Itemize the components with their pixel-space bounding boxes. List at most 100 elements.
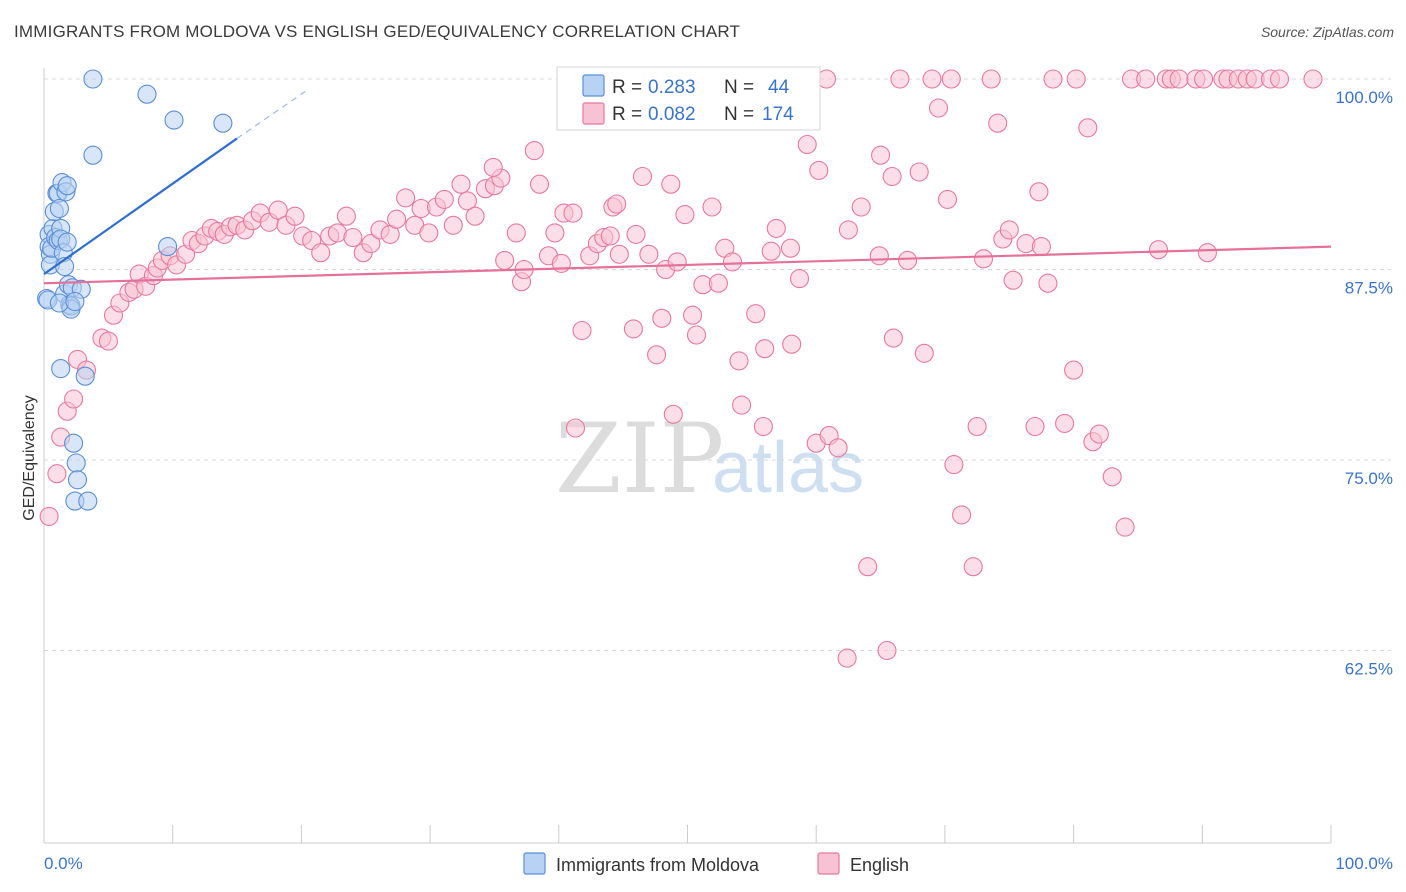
english-point [600, 226, 620, 246]
y-tick-label: 100.0% [1335, 88, 1393, 107]
english-point [883, 328, 903, 348]
moldova-point [65, 291, 85, 312]
legend-r-label-2: R = [612, 104, 642, 125]
english-point [877, 640, 897, 661]
english-point [722, 252, 743, 272]
english-point [1303, 69, 1323, 89]
legend-swatch-english [582, 102, 605, 125]
english-point [1089, 424, 1109, 444]
english-point [683, 305, 703, 325]
english-point [652, 308, 672, 328]
y-tick-labels: 62.5% 75.0% 87.5% 100.0% [1335, 88, 1393, 679]
english-point [928, 98, 949, 118]
source-credit: Source: ZipAtlas.com [1260, 24, 1394, 40]
english-point [761, 241, 781, 261]
english-point [828, 438, 848, 458]
moldova-point [137, 84, 157, 104]
english-point [443, 215, 463, 235]
english-point [311, 243, 331, 263]
english-point [565, 418, 586, 438]
english-point [632, 166, 653, 187]
bottom-legend-swatch-moldova [523, 852, 546, 875]
english-point [457, 191, 477, 211]
moldova-point [64, 433, 84, 453]
english-point [1148, 240, 1169, 260]
english-point [1136, 69, 1156, 89]
moldova-point [51, 359, 71, 379]
gridlines [44, 78, 1391, 651]
english-point [451, 174, 471, 194]
moldova-point [164, 110, 184, 130]
moldova-point [75, 366, 95, 386]
bottom-legend-label-english: English [850, 855, 909, 875]
moldova-point [57, 232, 77, 252]
english-point [1269, 69, 1290, 89]
english-point [909, 162, 929, 182]
english-point [1169, 69, 1189, 89]
english-point [661, 174, 681, 194]
english-point [1025, 416, 1045, 437]
x-tick-labels: 0.0% 100.0% [44, 854, 1393, 873]
stats-legend: R = 0.283 N = 44 R = 0.082 N = 174 [556, 66, 821, 131]
english-point [1197, 243, 1217, 263]
english-point [1003, 270, 1023, 290]
english-point [702, 197, 722, 217]
english-point [572, 320, 592, 341]
english-point [838, 220, 858, 240]
english-point [937, 189, 958, 209]
moldova-point [49, 198, 69, 219]
english-point [639, 244, 659, 264]
english-point [623, 319, 643, 339]
english-point [47, 464, 67, 484]
moldova-point [83, 145, 103, 165]
english-point [647, 345, 667, 365]
english-point [963, 557, 983, 577]
english-point [922, 69, 942, 89]
english-point [1055, 413, 1075, 433]
moldova-point [66, 453, 86, 473]
english-point [981, 69, 1001, 89]
y-tick-label: 62.5% [1345, 660, 1393, 679]
english-point [753, 416, 773, 437]
english-point [336, 206, 356, 226]
english-point [1016, 234, 1036, 254]
english-point [837, 648, 857, 668]
english-point [675, 205, 695, 225]
x-tick-label: 100.0% [1335, 854, 1393, 873]
english-point [732, 395, 752, 415]
english-point [667, 252, 687, 272]
english-point [882, 166, 902, 187]
english-point [361, 234, 381, 254]
english-point [663, 404, 683, 424]
english-point [708, 273, 728, 293]
y-tick-label: 87.5% [1345, 279, 1393, 298]
english-point [506, 223, 526, 243]
english-point [914, 343, 934, 363]
english-point [944, 455, 964, 475]
english-point [851, 197, 871, 217]
english-point [434, 189, 454, 209]
english-point [999, 220, 1019, 240]
y-axis-label: GED/Equivalency [21, 395, 38, 520]
english-point [524, 141, 544, 161]
english-point [871, 145, 891, 165]
english-point [988, 113, 1008, 133]
moldova-trend-extension [236, 89, 309, 139]
english-point [1194, 69, 1214, 89]
moldova-point [57, 176, 77, 196]
english-points [39, 69, 1323, 668]
english-point [39, 506, 59, 526]
moldova-point [67, 470, 88, 490]
english-point [563, 203, 583, 223]
english-point [1038, 273, 1058, 293]
english-point [729, 351, 749, 371]
english-point [755, 339, 775, 359]
english-point [626, 224, 646, 244]
english-point [465, 206, 485, 226]
english-point [495, 250, 515, 270]
english-point [1066, 69, 1086, 89]
english-point [967, 416, 987, 437]
english-point [809, 160, 829, 180]
english-point [782, 334, 802, 354]
